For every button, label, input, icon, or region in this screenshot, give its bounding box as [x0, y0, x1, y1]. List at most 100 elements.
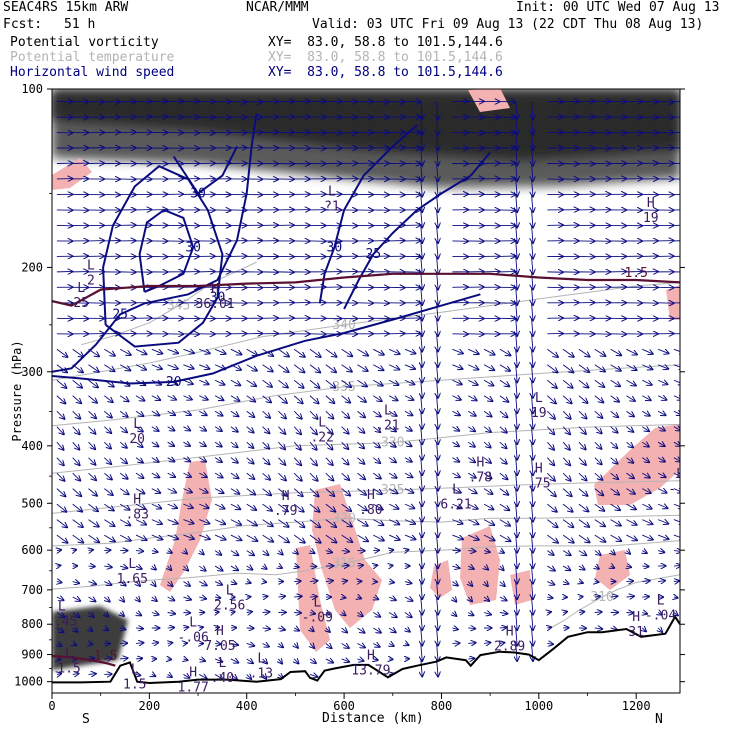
wind-vector: [578, 534, 590, 543]
wind-vector: [151, 427, 159, 432]
wind-vector: [309, 410, 318, 419]
theta-contour-line: [548, 574, 680, 630]
wind-vector: [483, 534, 495, 541]
wind-vector: [357, 503, 367, 511]
wind-vector: [499, 534, 511, 541]
wind-vector: [594, 519, 606, 527]
wind-vector: [673, 504, 680, 508]
wind-vector: [483, 472, 492, 479]
wind-vector: [199, 396, 208, 400]
theta-contour-line: [52, 423, 680, 474]
wind-vector: [167, 349, 179, 353]
wind-vector: [483, 613, 491, 615]
wind-vector: [437, 442, 439, 460]
wind-vector: [673, 535, 680, 539]
wind-vector: [357, 534, 368, 542]
wind-vector: [483, 642, 491, 643]
wind-vector: [72, 488, 82, 497]
wind-vector: [294, 613, 301, 614]
wind-vector: [168, 643, 173, 644]
wind-vector: [547, 472, 555, 481]
wind-vector: [373, 565, 377, 566]
wind-vector: [373, 534, 384, 541]
wind-vector: [357, 488, 366, 496]
wind-vector: [183, 489, 192, 493]
wind-vector: [293, 348, 305, 357]
wind-vector: [452, 566, 460, 568]
wind-vector: [357, 426, 364, 434]
wind-vector: [104, 488, 113, 496]
wind-vector: [262, 441, 270, 449]
wind-vector: [532, 364, 534, 383]
wind-vector: [56, 426, 64, 435]
wind-vector: [421, 147, 423, 166]
wind-vector: [547, 503, 557, 512]
wind-vector: [262, 643, 270, 646]
wind-vector: [231, 612, 235, 613]
wind-vector: [262, 628, 271, 629]
wind-vector: [642, 379, 652, 385]
wind-vector: [72, 472, 81, 481]
wind-vector: [341, 364, 353, 372]
wind-vector: [230, 379, 241, 385]
wind-vector: [658, 628, 662, 632]
wind-vector: [516, 566, 518, 584]
wind-vector: [263, 674, 267, 679]
pink-patch: [430, 560, 452, 598]
wind-vector: [626, 426, 633, 432]
wind-vector: [421, 349, 423, 367]
wind-vector: [467, 458, 475, 463]
theta-contour-label: 310: [590, 590, 613, 605]
wind-vector: [72, 379, 83, 388]
wind-vector: [579, 566, 585, 570]
wind-vector: [421, 581, 423, 600]
wind-vector: [516, 349, 518, 367]
wind-vector: [642, 613, 647, 614]
wind-vector: [293, 457, 301, 466]
wind-vector: [484, 582, 488, 587]
wind-vector: [262, 472, 271, 480]
wind-vector: [388, 427, 396, 432]
axes: 100 200 300 400 500 600 700 800 900 1000 0 200 400 60…: [14, 82, 685, 713]
wind-vector: [468, 551, 476, 552]
wind-vector: [325, 643, 332, 648]
y-tick-label: 500: [21, 496, 43, 510]
wind-vector: [56, 519, 68, 528]
wind-vector: [104, 426, 111, 434]
wind-vector: [405, 643, 409, 645]
wind-vector: [294, 581, 301, 582]
wind-vector: [72, 582, 80, 584]
wind-vector: [341, 348, 353, 356]
wind-vector: [610, 596, 618, 597]
wind-vector: [167, 504, 178, 508]
wind-vector: [499, 410, 508, 417]
wind-vector: [278, 348, 289, 357]
wind-vector: [246, 457, 254, 464]
hl-marker-type: H: [282, 489, 290, 504]
wind-vector: [151, 396, 161, 401]
hl-marker-value: -.0: [668, 482, 691, 497]
wind-vector: [151, 642, 159, 643]
wind-vector: [389, 582, 394, 583]
wind-vector: [230, 441, 238, 447]
wind-vector: [56, 534, 68, 543]
org-label: NCAR/MMM: [246, 0, 309, 15]
wind-vector: [657, 473, 666, 477]
wind-vector: [214, 534, 226, 540]
wind-vector: [532, 271, 534, 290]
wind-vector: [673, 396, 680, 400]
wind-vector: [246, 659, 254, 663]
x-tick-label: 200: [139, 699, 161, 713]
wind-vector: [578, 551, 587, 556]
wind-vector: [278, 566, 282, 568]
pv-contour-line: [52, 654, 116, 667]
wind-vector: [547, 627, 551, 628]
wind-vector: [183, 643, 187, 644]
wind-vector: [437, 488, 439, 507]
wind-vector: [135, 427, 143, 432]
wind-vector: [341, 659, 350, 662]
wind-vector: [642, 596, 649, 597]
x-tick-label: 600: [333, 699, 355, 713]
wind-vector: [516, 333, 518, 352]
